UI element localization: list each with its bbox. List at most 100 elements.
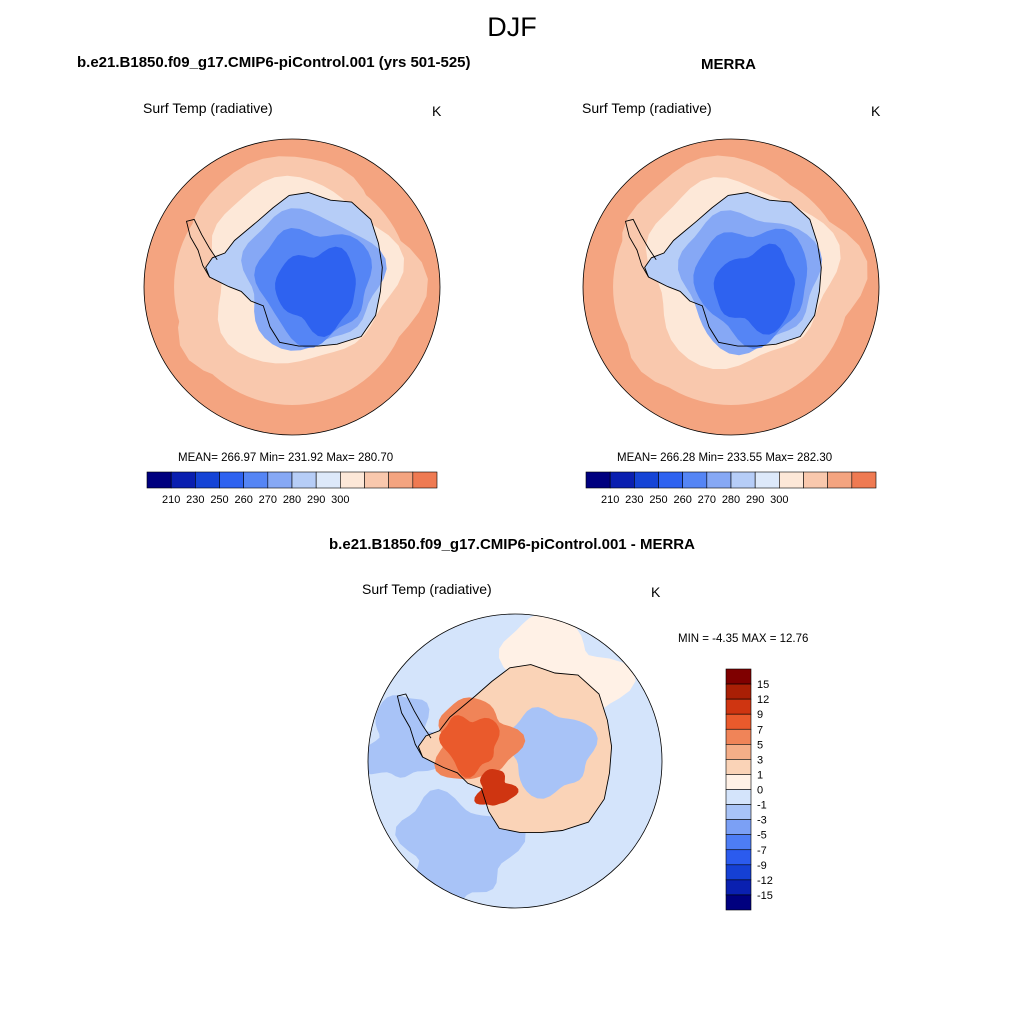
left-polar-map [143,138,441,436]
west-hot [439,715,500,778]
map-border [367,613,663,909]
colorbar-tick-label: 300 [331,494,349,506]
plateau-inner [275,246,356,337]
colorbar-swatch [267,471,293,489]
colorbar-tick-label: 260 [673,494,691,506]
right-units-label: K [871,103,881,119]
colorbar-tick-label: 7 [757,724,763,736]
colorbar-swatch [340,471,365,489]
colorbar-swatch [725,774,752,790]
colorbar-tick-label: -7 [757,845,767,857]
colorbar-swatch [725,744,752,760]
colorbar-tick-label: 260 [234,494,252,506]
colorbar-swatch [412,471,438,489]
colorbar-swatch [725,683,752,700]
colorbar-tick-label: 250 [649,494,667,506]
colorbar-swatch [315,471,341,489]
colorbar-swatch [725,728,752,745]
colorbar-tick-label: 1 [757,769,763,781]
diff-polar-map [367,613,663,909]
colorbar-swatch [754,471,780,489]
map-border [582,138,880,436]
colorbar-tick-label: 15 [757,679,769,691]
colorbar-tick-label: 210 [162,494,180,506]
plateau-inner [713,243,795,335]
map-field [144,139,440,435]
colorbar-tick-label: 290 [746,494,764,506]
colorbar-swatch [779,471,804,489]
colorbar-swatch [725,879,752,896]
colorbar-tick-label: 9 [757,709,763,721]
colorbar-tick-label: -5 [757,830,767,842]
left-stats-label: MEAN= 266.97 Min= 231.92 Max= 280.70 [178,452,394,464]
right-variable-label: Surf Temp (radiative) [582,100,712,116]
left-colorbar: 210 230 250 260 270 280 290 300 [146,471,438,506]
diff-colorbar: 15 12 9 7 5 3 1 0 -1 -3 -5 -7 -9 -12 -15 [725,668,773,911]
colorbar-swatch [725,819,752,835]
colorbar-swatch [706,471,732,489]
colorbar-swatch [725,698,752,715]
colorbar-swatch [146,471,172,489]
map-field [583,139,879,435]
colorbar-tick-label: 270 [259,494,277,506]
colorbar-tick-label: 280 [283,494,301,506]
colorbar-tick-label: -9 [757,860,767,872]
colorbar-swatch [725,804,752,820]
colorbar-swatch [730,471,756,489]
colorbar-swatch [219,471,244,489]
colorbar-swatch [291,471,317,489]
left-units-label: K [432,103,442,119]
colorbar-tick-label: 5 [757,739,763,751]
colorbar-swatch [634,471,659,489]
peninsula-coastline [624,218,657,278]
coastline [417,664,613,834]
colorbar-swatch [195,471,220,489]
colorbar-swatch [609,471,635,489]
ross-hot [474,769,519,806]
diff-stats-label: MIN = -4.35 MAX = 12.76 [678,633,809,645]
colorbar-swatch [725,789,752,805]
colorbar-swatch [827,471,853,489]
colorbar-tick-label: 290 [307,494,325,506]
colorbar-swatch [803,471,828,489]
colorbar-swatch [725,864,752,881]
colorbar-swatch [170,471,196,489]
colorbar-tick-label: 230 [186,494,204,506]
colorbar-swatch [364,471,389,489]
colorbar-swatch [388,471,414,489]
colorbar-swatch [725,849,752,866]
colorbar-tick-label: 3 [757,754,763,766]
colorbar-swatch [725,759,752,775]
colorbar-swatch [725,713,752,730]
colorbar-swatch [725,894,752,911]
diff-variable-label: Surf Temp (radiative) [362,581,492,597]
peninsula-coastline [396,693,432,758]
diff-panel-title: b.e21.B1850.f09_g17.CMIP6-piControl.001 … [329,536,695,553]
colorbar-swatch [725,668,752,685]
colorbar-tick-label: -1 [757,800,767,812]
colorbar-tick-label: -15 [757,890,773,902]
peninsula-coastline [185,218,218,278]
colorbar-tick-label: 270 [698,494,716,506]
colorbar-tick-label: 250 [210,494,228,506]
colorbar-swatch [243,471,269,489]
colorbar-swatch [682,471,708,489]
right-panel-title: MERRA [701,56,756,73]
colorbar-tick-label: 230 [625,494,643,506]
colorbar-tick-label: 280 [722,494,740,506]
right-colorbar: 210 230 250 260 270 280 290 300 [585,471,877,506]
diff-units-label: K [651,584,661,600]
colorbar-swatch [658,471,683,489]
coastline [205,192,383,347]
colorbar-swatch [725,834,752,851]
colorbar-tick-label: 12 [757,694,769,706]
colorbar-tick-label: -3 [757,815,767,827]
map-field [368,614,662,908]
right-stats-label: MEAN= 266.28 Min= 233.55 Max= 282.30 [617,452,833,464]
colorbar-tick-label: 0 [757,785,763,797]
colorbar-tick-label: 210 [601,494,619,506]
coastline [644,192,822,347]
left-variable-label: Surf Temp (radiative) [143,100,273,116]
colorbar-tick-label: 300 [770,494,788,506]
